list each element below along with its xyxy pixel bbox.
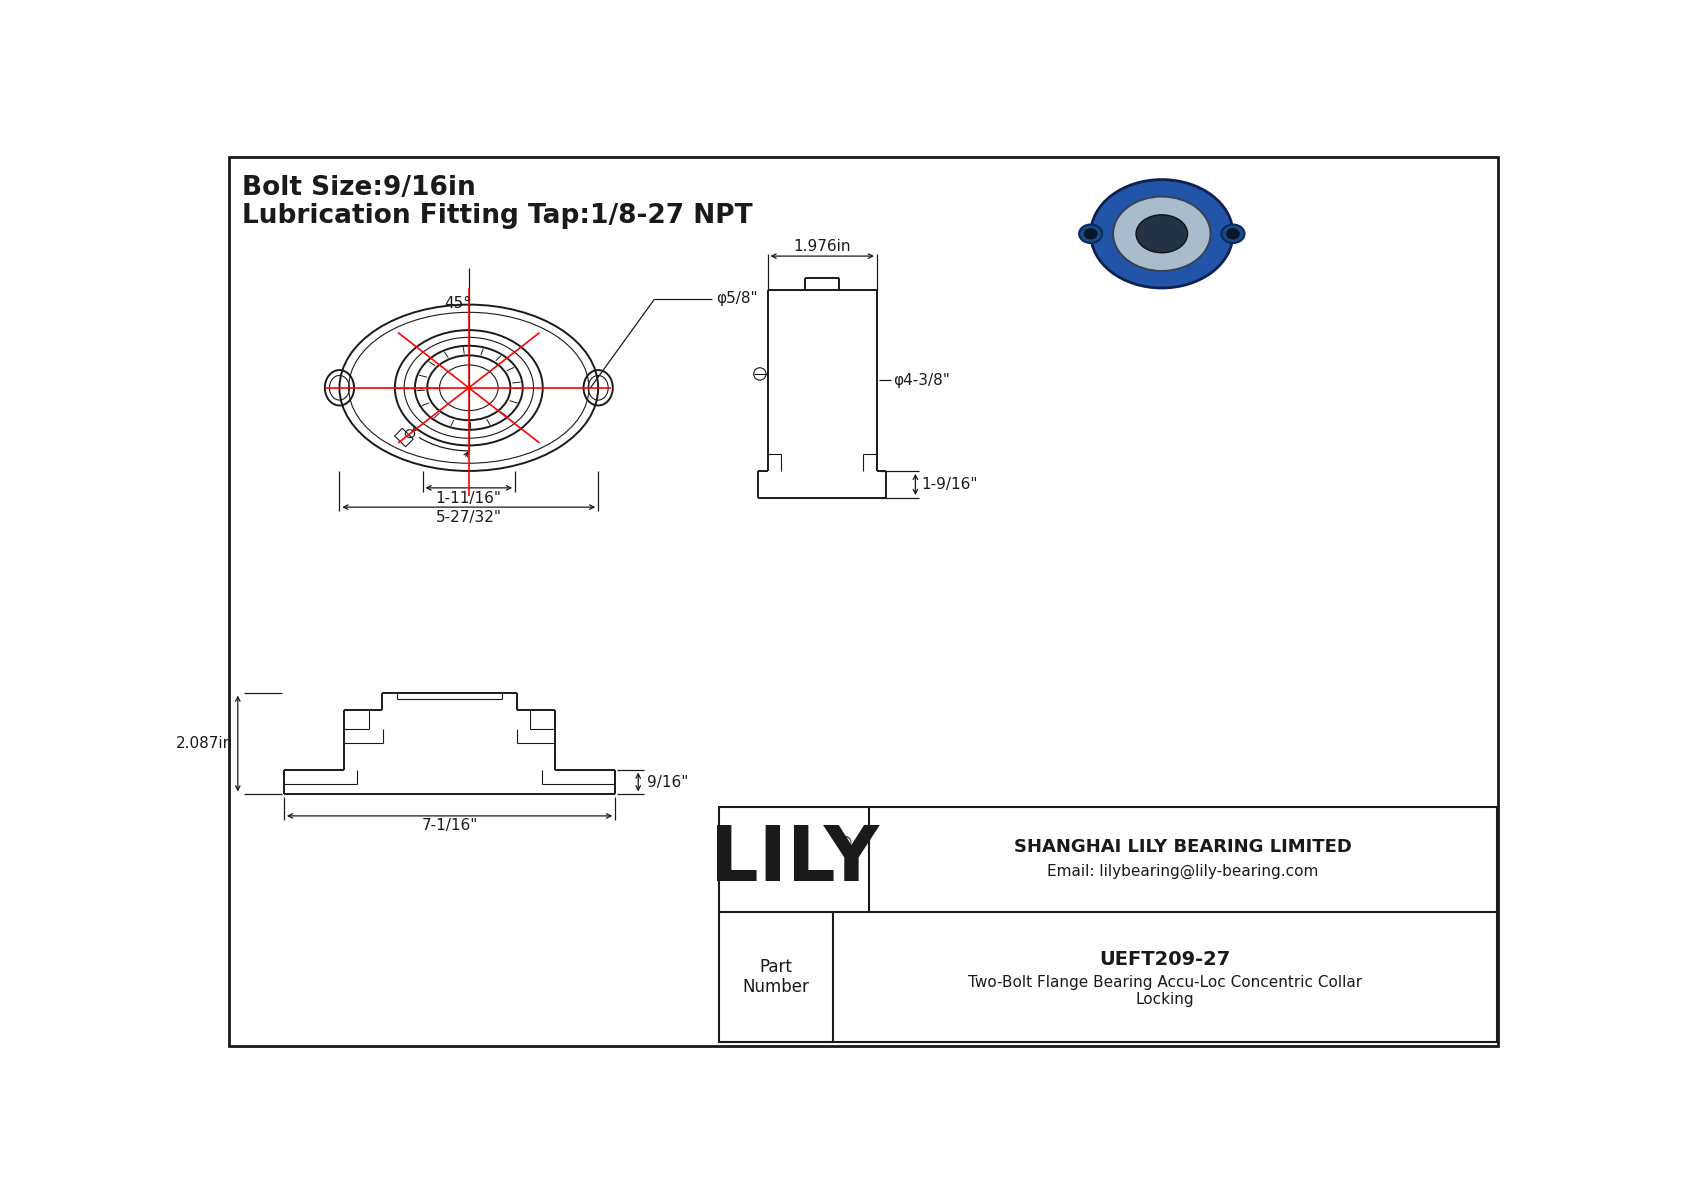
Text: SHANGHAI LILY BEARING LIMITED: SHANGHAI LILY BEARING LIMITED	[1014, 838, 1352, 856]
Text: φ5/8": φ5/8"	[716, 291, 758, 306]
Text: LILY: LILY	[709, 823, 879, 897]
Text: 7-1/16": 7-1/16"	[421, 818, 478, 834]
Ellipse shape	[1221, 225, 1244, 243]
Text: 9/16": 9/16"	[647, 774, 689, 790]
Text: Bolt Size:9/16in: Bolt Size:9/16in	[242, 175, 475, 201]
Bar	[394, 429, 413, 447]
Ellipse shape	[1084, 229, 1096, 238]
Text: Two-Bolt Flange Bearing Accu-Loc Concentric Collar
Locking: Two-Bolt Flange Bearing Accu-Loc Concent…	[968, 974, 1362, 1006]
Ellipse shape	[1091, 180, 1233, 288]
Text: 45°: 45°	[445, 295, 472, 311]
Text: Lubrication Fitting Tap:1/8-27 NPT: Lubrication Fitting Tap:1/8-27 NPT	[242, 202, 753, 229]
Text: Email: lilybearing@lily-bearing.com: Email: lilybearing@lily-bearing.com	[1047, 865, 1319, 879]
Text: 1-11/16": 1-11/16"	[436, 491, 502, 506]
Ellipse shape	[1113, 197, 1211, 272]
Bar	[719, 806, 1497, 1041]
Text: 2.087in: 2.087in	[175, 736, 232, 752]
Text: φ4-3/8": φ4-3/8"	[893, 373, 950, 387]
Text: UEFT209-27: UEFT209-27	[1100, 950, 1231, 969]
Text: 1-9/16": 1-9/16"	[921, 476, 978, 492]
Text: Part
Number: Part Number	[743, 958, 810, 997]
Ellipse shape	[1137, 214, 1187, 252]
Text: 5-27/32": 5-27/32"	[436, 511, 502, 525]
Text: 1.976in: 1.976in	[793, 238, 850, 254]
Ellipse shape	[1079, 225, 1103, 243]
Ellipse shape	[1228, 229, 1239, 238]
Text: ®: ®	[835, 835, 854, 853]
